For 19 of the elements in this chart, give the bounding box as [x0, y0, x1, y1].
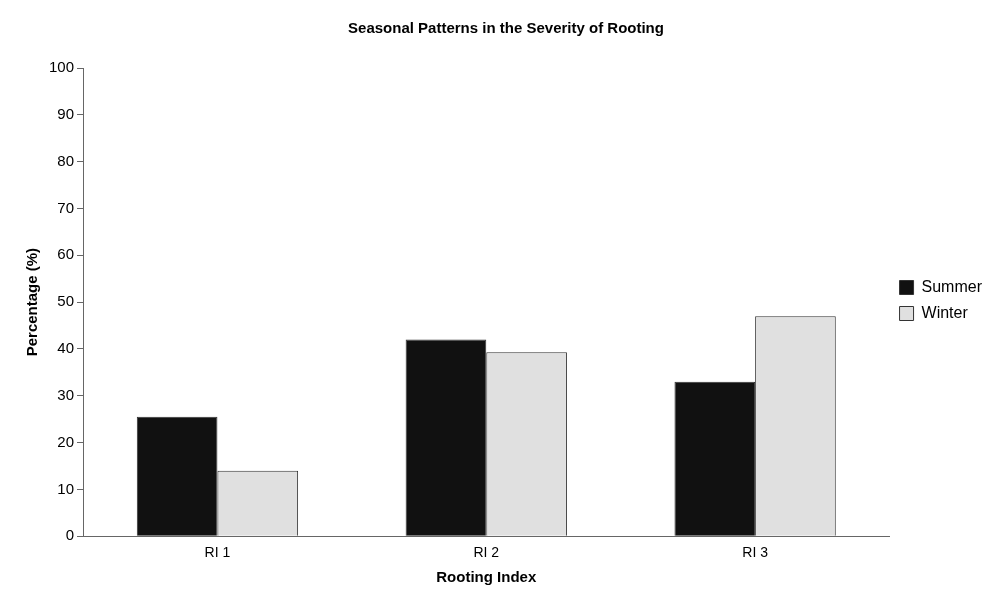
y-tick-label: 40 — [57, 339, 75, 357]
legend-label: Winter — [921, 303, 969, 321]
y-axis-title: Percentage (%) — [23, 247, 41, 357]
x-axis-title: Rooting Index — [436, 568, 537, 586]
y-tick-label: 90 — [57, 104, 75, 122]
y-tick-label: 20 — [57, 432, 75, 450]
legend-label: Summer — [921, 277, 983, 295]
y-tick-label: 50 — [57, 292, 75, 310]
chart-title: Seasonal Patterns in the Severity of Rooting — [348, 19, 664, 37]
x-tick-label: RI 2 — [473, 544, 500, 561]
x-tick-label: RI 3 — [742, 544, 769, 561]
y-tick-label: 30 — [57, 385, 75, 403]
y-tick-label: 60 — [57, 245, 75, 263]
y-tick-label: 0 — [65, 526, 75, 544]
y-tick-label: 10 — [57, 479, 75, 497]
y-tick-label: 80 — [57, 151, 75, 169]
y-tick-label: 70 — [57, 198, 75, 216]
y-tick-label: 100 — [49, 58, 75, 76]
x-tick-label: RI 1 — [204, 544, 231, 561]
